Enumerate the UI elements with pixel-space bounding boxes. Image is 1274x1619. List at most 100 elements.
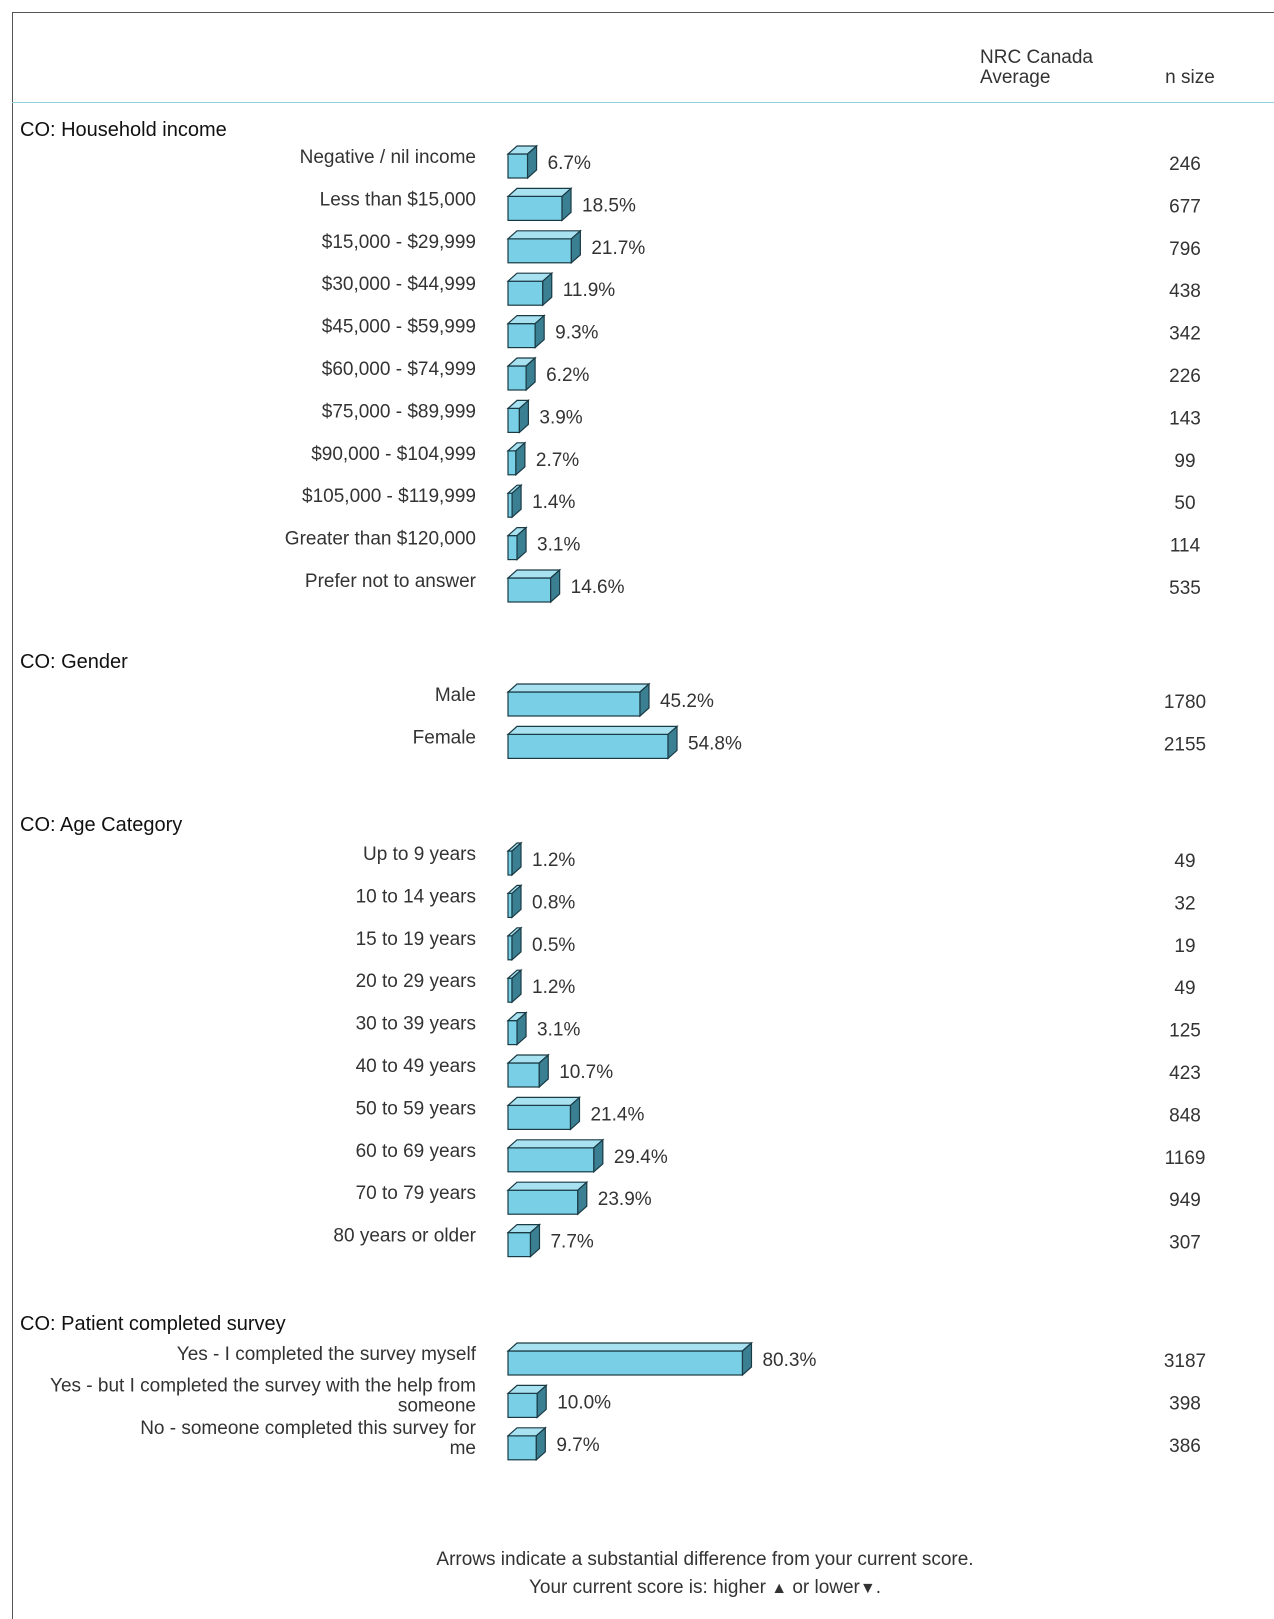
bar-group [506, 1053, 550, 1089]
category-label: $60,000 - $74,999 [322, 359, 476, 380]
n-size-value: 307 [1169, 1233, 1201, 1254]
category-label: Up to 9 years [363, 844, 476, 865]
category-label: 80 years or older [333, 1226, 476, 1247]
category-label: Male [435, 685, 476, 706]
section-title: CO: Gender [20, 651, 128, 673]
bar-side [577, 1180, 588, 1216]
n-size-value: 49 [1174, 978, 1195, 999]
section-title: CO: Age Category [20, 814, 182, 836]
category-label: $90,000 - $104,999 [311, 444, 476, 465]
bar-group [506, 483, 523, 519]
value-label: 14.6% [571, 577, 625, 598]
footnote-line2-middle: or lower [792, 1577, 860, 1598]
value-label: 54.8% [688, 733, 742, 754]
bar-top [506, 725, 679, 736]
bar-group [506, 1011, 528, 1046]
bar-front [507, 153, 529, 179]
column-header-average: NRC Canada Average [980, 48, 1140, 88]
bar-side [570, 229, 581, 265]
value-label: 3.1% [537, 535, 580, 556]
value-label: 6.2% [546, 365, 589, 386]
bar-side [536, 1384, 547, 1419]
bar-front [507, 1435, 537, 1461]
bar-group [506, 926, 523, 962]
n-size-value: 50 [1174, 493, 1195, 514]
value-label: 21.7% [591, 238, 645, 259]
column-header-n-size: n size [1165, 67, 1215, 88]
n-size-value: 438 [1169, 281, 1201, 302]
bar-side [741, 1341, 753, 1377]
value-label: 6.7% [548, 153, 591, 174]
n-size-value: 143 [1169, 408, 1201, 429]
bar-group [506, 1223, 542, 1258]
category-label: Yes - I completed the survey myself [177, 1344, 477, 1365]
category-label: Female [413, 727, 476, 748]
bar-side [515, 441, 526, 477]
footnote-line2: Your current score is: higher ▲ or lower… [0, 1574, 1274, 1603]
category-label: 50 to 59 years [356, 1098, 476, 1119]
value-label: 9.3% [555, 323, 598, 344]
category-label: 15 to 19 years [356, 929, 476, 950]
value-label: 1.4% [532, 492, 575, 513]
category-label: $30,000 - $44,999 [322, 274, 476, 295]
bar-side [538, 1053, 549, 1089]
category-label: $45,000 - $59,999 [322, 317, 476, 338]
bar-front [507, 534, 518, 561]
value-label: 1.2% [532, 977, 575, 998]
value-label: 80.3% [762, 1350, 816, 1371]
bar-side [511, 926, 522, 962]
bar-side [526, 144, 538, 180]
footnote-line2-prefix: Your current score is: higher [528, 1577, 766, 1598]
value-label: 7.7% [550, 1232, 593, 1253]
column-header-average-line2: Average [980, 67, 1051, 88]
category-label: Yes - but I completed the survey with th… [50, 1375, 476, 1416]
bar-front [507, 407, 520, 433]
bar-front [507, 1062, 540, 1088]
n-size-value: 49 [1174, 851, 1195, 872]
bar-side [569, 1096, 581, 1131]
bar-group [506, 1384, 548, 1419]
bar-group [506, 314, 546, 349]
footnote: Arrows indicate a substantial difference… [0, 1546, 1274, 1603]
n-size-value: 125 [1169, 1021, 1201, 1042]
bar-group [506, 968, 523, 1004]
bar-group [506, 568, 562, 604]
value-label: 0.8% [532, 892, 575, 913]
n-size-value: 19 [1174, 936, 1195, 957]
bar-side [550, 568, 561, 604]
category-label: 40 to 49 years [356, 1056, 476, 1077]
n-size-value: 246 [1169, 154, 1201, 175]
up-arrow-icon: ▲ [771, 1580, 788, 1597]
n-size-value: 114 [1170, 536, 1201, 557]
bar-front [507, 238, 572, 264]
bar-front [507, 450, 517, 476]
category-label-line: Yes - but I completed the survey with th… [50, 1375, 476, 1396]
down-arrow-icon: ▼ [859, 1580, 876, 1597]
value-label: 29.4% [614, 1147, 668, 1168]
n-size-value: 848 [1169, 1105, 1201, 1126]
category-label: 60 to 69 years [356, 1141, 476, 1162]
bar-group [506, 229, 582, 265]
bar-side [525, 356, 536, 392]
bar-group [506, 187, 573, 222]
n-size-value: 398 [1169, 1393, 1201, 1414]
n-size-value: 99 [1174, 451, 1195, 472]
column-header-average-line1: NRC Canada [980, 47, 1093, 68]
bar-side [516, 1011, 527, 1046]
bar-side [511, 884, 522, 919]
n-size-value: 423 [1169, 1063, 1201, 1084]
n-size-value: 796 [1169, 239, 1201, 260]
bar-front [507, 1392, 538, 1419]
bar-front [507, 1019, 518, 1046]
value-label: 18.5% [582, 195, 636, 216]
bar-group [506, 1138, 605, 1174]
bar-side [639, 682, 650, 718]
value-label: 23.9% [598, 1189, 652, 1210]
n-size-value: 1780 [1164, 692, 1206, 713]
value-label: 3.9% [539, 407, 582, 428]
bar-side [535, 1426, 546, 1462]
n-size-value: 949 [1169, 1190, 1201, 1211]
n-size-value: 1169 [1165, 1148, 1206, 1169]
section-title: CO: Household income [20, 119, 227, 141]
bar-side [667, 725, 678, 760]
